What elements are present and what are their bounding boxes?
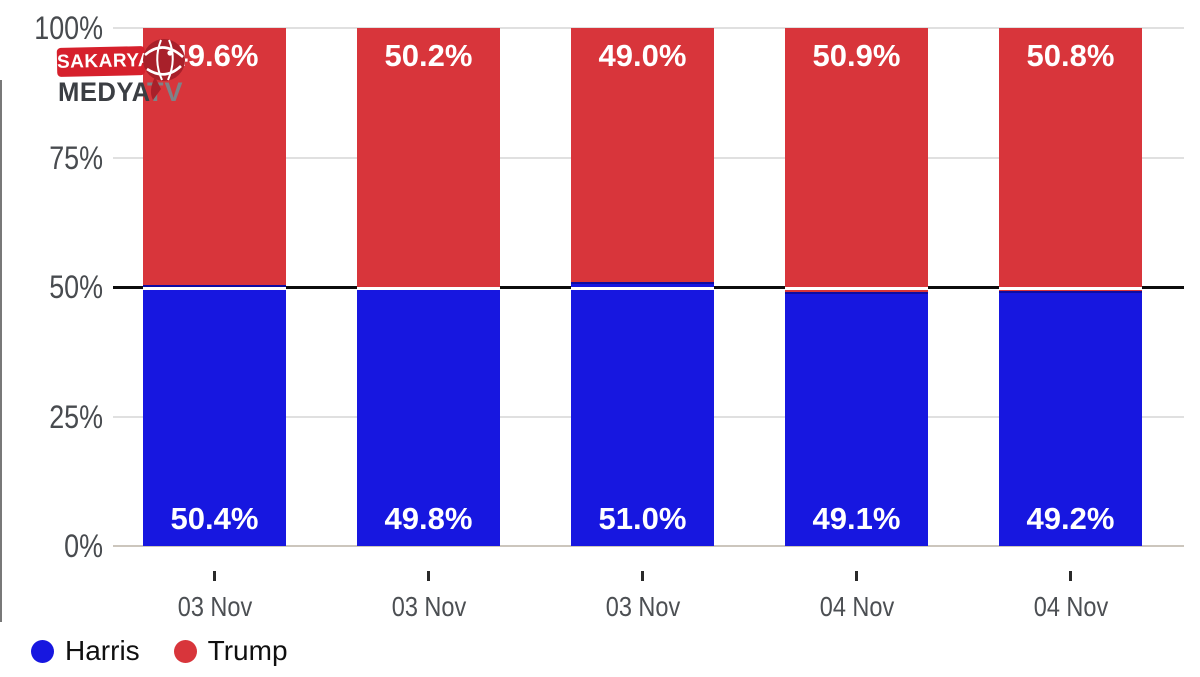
- trump-value-label: 49.6%: [170, 38, 259, 73]
- logo-badge: SAKARYA: [56, 46, 152, 77]
- harris-value-label: 49.8%: [384, 501, 473, 536]
- y-axis-label-50%: 50%: [49, 269, 103, 305]
- y-axis-label-75%: 75%: [49, 139, 103, 176]
- bar-column-3: 49.0% 51.0%: [571, 28, 714, 546]
- gridline-0%: [113, 545, 1184, 547]
- left-edge-line: [0, 80, 2, 622]
- bar-column-2: 50.2% 49.8%: [357, 28, 500, 546]
- trump-value-label: 50.8%: [1026, 38, 1115, 73]
- bar-segment-harris: [785, 291, 928, 546]
- fifty-line-over-bar: [999, 287, 1142, 290]
- fifty-line-over-bar: [357, 287, 500, 290]
- trump-value-label: 50.2%: [384, 38, 473, 73]
- harris-value-label: 49.2%: [1026, 501, 1115, 536]
- y-axis-label-0%: 0%: [64, 528, 103, 564]
- x-axis-label: 03 Nov: [177, 591, 252, 622]
- logo-medya-text: MEDYA: [58, 77, 151, 107]
- fifty-line-over-bar: [143, 287, 286, 290]
- x-axis-label: 03 Nov: [605, 591, 680, 622]
- bar-segment-trump: [785, 28, 928, 292]
- legend-item-harris: Harris: [31, 636, 140, 666]
- bar-column-5: 50.8% 49.2%: [999, 28, 1142, 546]
- fifty-line-over-bar: [571, 287, 714, 290]
- x-axis-label: 04 Nov: [1033, 591, 1108, 622]
- bar-segment-trump: [571, 28, 714, 282]
- trump-swatch-icon: [173, 639, 197, 663]
- y-axis-label-25%: 25%: [49, 398, 103, 435]
- x-axis-tick: [855, 571, 858, 581]
- trump-value-label: 50.9%: [812, 38, 901, 73]
- x-axis-tick: [213, 571, 216, 581]
- fifty-line-over-bar: [785, 287, 928, 290]
- plot-area: 49.6% 50.4% 50.2% 49.8% 49.0% 51.0% 50.9% 49.1%…: [113, 27, 1184, 547]
- harris-swatch-icon: [31, 639, 54, 663]
- legend-label-harris: Harris: [65, 635, 140, 666]
- trump-value-label: 49.0%: [598, 38, 687, 73]
- bar-segment-trump: [357, 28, 500, 289]
- x-axis-tick: [641, 571, 644, 581]
- harris-value-label: 50.4%: [170, 501, 259, 536]
- harris-value-label: 49.1%: [812, 501, 901, 536]
- legend-item-trump: Trump: [173, 635, 288, 666]
- x-axis-tick: [1069, 571, 1072, 581]
- harris-value-label: 51.0%: [598, 501, 687, 536]
- y-axis-label-100%: 100%: [34, 10, 103, 46]
- bar-column-4: 50.9% 49.1%: [785, 28, 928, 546]
- bar-segment-harris: [571, 281, 714, 546]
- legend: Harris Trump: [31, 636, 288, 666]
- bar-segment-harris: [143, 284, 286, 546]
- x-axis-tick: [427, 571, 430, 581]
- bar-segment-harris: [999, 291, 1142, 546]
- x-axis-label: 03 Nov: [391, 591, 466, 622]
- x-axis-label: 04 Nov: [819, 591, 894, 622]
- bar-column-1: 49.6% 50.4%: [143, 28, 286, 546]
- bar-segment-harris: [357, 288, 500, 546]
- legend-label-trump: Trump: [207, 635, 288, 666]
- bar-segment-trump: [999, 28, 1142, 292]
- logo-globe-icon: [143, 39, 185, 100]
